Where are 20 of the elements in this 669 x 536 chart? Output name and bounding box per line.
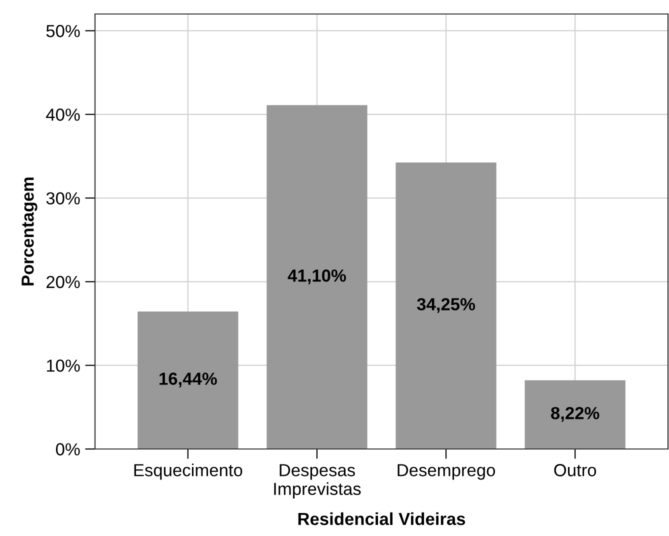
y-axis-title: Porcentagem xyxy=(22,178,38,286)
data-label: 16,44% xyxy=(160,372,217,388)
y-tick-label: 40% xyxy=(46,108,80,121)
x-tick-label: Despesas Imprevistas xyxy=(274,464,361,498)
data-label: 41,10% xyxy=(288,269,346,284)
y-tick-label: 0% xyxy=(56,443,80,456)
x-tick-label: Desemprego xyxy=(398,464,495,480)
x-tick-label: Outro xyxy=(554,464,596,476)
y-tick-label: 10% xyxy=(46,360,80,372)
y-tick-label: 20% xyxy=(46,276,80,288)
data-label: 34,25% xyxy=(416,298,476,313)
y-tick-label: 30% xyxy=(46,192,80,204)
bar xyxy=(524,380,626,449)
data-label: 8,22% xyxy=(551,406,600,422)
x-axis-title: Residencial Videiras xyxy=(298,512,466,526)
bar xyxy=(266,105,368,449)
x-tick-label: Esquecimento xyxy=(134,464,242,480)
bar xyxy=(138,311,238,449)
bar xyxy=(396,162,496,449)
y-tick-label: 50% xyxy=(46,24,80,38)
